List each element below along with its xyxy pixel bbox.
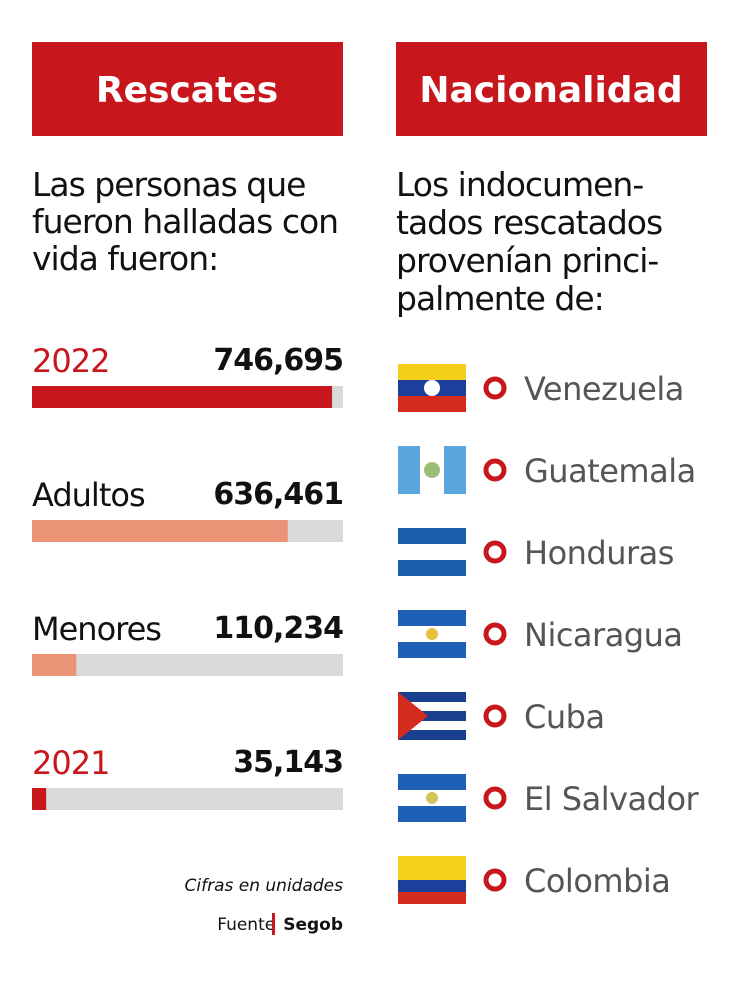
intro-line: vida fueron: bbox=[32, 239, 218, 278]
note: Cifras en unidades bbox=[185, 876, 344, 896]
header-box bbox=[396, 42, 707, 136]
intro-line: Los indocumen- bbox=[396, 165, 643, 204]
bar bbox=[32, 520, 288, 542]
intro-line: tados rescatados bbox=[396, 203, 662, 242]
intro-line: provenían princi- bbox=[396, 241, 658, 280]
category-label: 2021 bbox=[32, 744, 109, 782]
country: Nicaragua bbox=[524, 616, 683, 654]
category-label: Menores bbox=[32, 610, 161, 648]
value-label: 746,695 bbox=[213, 343, 343, 378]
bar bbox=[32, 654, 77, 676]
bullet bbox=[483, 540, 507, 564]
country: Venezuela bbox=[524, 370, 684, 408]
value-label: 35,143 bbox=[233, 745, 343, 780]
bar bbox=[32, 788, 47, 810]
source-name: Segob bbox=[283, 915, 343, 935]
country: Honduras bbox=[524, 534, 674, 572]
header: Rescates bbox=[96, 70, 278, 111]
flag bbox=[398, 610, 466, 658]
flag bbox=[398, 364, 466, 412]
bar-track bbox=[32, 654, 343, 676]
bar-track bbox=[32, 788, 343, 810]
category-label: 2022 bbox=[32, 342, 109, 380]
bar bbox=[32, 386, 333, 408]
intro-line: Las personas que bbox=[32, 165, 305, 204]
source-label: Fuente bbox=[217, 915, 275, 935]
flag bbox=[398, 446, 466, 494]
value-label: 110,234 bbox=[213, 611, 343, 646]
category-label: Adultos bbox=[32, 476, 145, 514]
bullet bbox=[483, 458, 507, 482]
header: Nacionalidad bbox=[419, 70, 682, 111]
country: Cuba bbox=[524, 698, 605, 736]
flag bbox=[398, 528, 466, 576]
country: Guatemala bbox=[524, 452, 696, 490]
flag bbox=[398, 774, 466, 822]
flag bbox=[398, 856, 466, 904]
bullet bbox=[483, 376, 507, 400]
bullet bbox=[483, 786, 507, 810]
header-box bbox=[32, 42, 343, 136]
source: Fuente Segob bbox=[217, 915, 343, 935]
country: Colombia bbox=[524, 862, 670, 900]
bullet bbox=[483, 622, 507, 646]
intro-line: palmente de: bbox=[396, 279, 604, 318]
flags bbox=[398, 364, 466, 904]
country: El Salvador bbox=[524, 780, 700, 818]
intro-line: fueron halladas con bbox=[32, 202, 338, 241]
separator bbox=[272, 913, 275, 935]
flag bbox=[398, 692, 466, 740]
bullet bbox=[483, 704, 507, 728]
value-label: 636,461 bbox=[213, 477, 343, 512]
bullet bbox=[483, 868, 507, 892]
